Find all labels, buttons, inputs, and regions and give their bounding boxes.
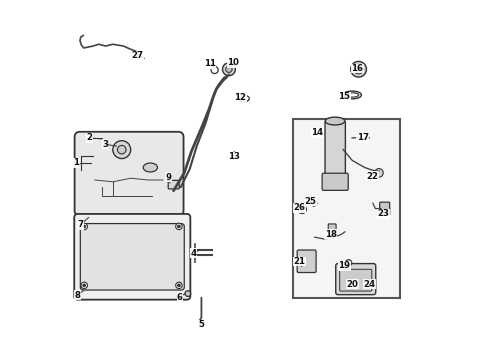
- Circle shape: [81, 223, 88, 230]
- Ellipse shape: [346, 93, 359, 97]
- FancyBboxPatch shape: [322, 173, 348, 190]
- Text: 2: 2: [87, 133, 93, 142]
- Text: 5: 5: [198, 320, 204, 329]
- FancyBboxPatch shape: [74, 132, 184, 216]
- Text: 1: 1: [74, 158, 79, 167]
- Circle shape: [83, 284, 86, 287]
- Text: 10: 10: [227, 58, 239, 67]
- Circle shape: [368, 280, 374, 286]
- Circle shape: [83, 225, 86, 228]
- Circle shape: [311, 201, 317, 206]
- FancyBboxPatch shape: [74, 214, 190, 300]
- Text: 19: 19: [338, 261, 350, 270]
- Circle shape: [350, 136, 354, 140]
- Text: 20: 20: [346, 280, 358, 289]
- Text: 27: 27: [132, 51, 144, 60]
- Bar: [293, 119, 400, 298]
- FancyBboxPatch shape: [380, 202, 390, 215]
- Circle shape: [81, 282, 88, 289]
- Circle shape: [176, 223, 182, 230]
- Circle shape: [222, 63, 235, 76]
- FancyBboxPatch shape: [297, 250, 316, 273]
- Text: 7: 7: [77, 220, 84, 229]
- Circle shape: [345, 260, 352, 266]
- Circle shape: [354, 64, 363, 74]
- Circle shape: [351, 62, 367, 77]
- Circle shape: [298, 205, 306, 213]
- Circle shape: [300, 207, 304, 211]
- Circle shape: [176, 282, 182, 289]
- Text: 14: 14: [312, 129, 323, 138]
- Text: 15: 15: [339, 92, 350, 101]
- Text: 21: 21: [294, 257, 306, 266]
- Text: 24: 24: [363, 280, 375, 289]
- Text: 12: 12: [234, 93, 246, 102]
- Circle shape: [113, 141, 131, 158]
- FancyBboxPatch shape: [325, 121, 345, 182]
- Circle shape: [118, 145, 126, 154]
- Text: 13: 13: [227, 152, 240, 161]
- Text: 16: 16: [351, 64, 364, 73]
- Text: 25: 25: [304, 197, 317, 206]
- Text: 22: 22: [366, 172, 378, 181]
- Text: 11: 11: [204, 59, 216, 68]
- Circle shape: [375, 168, 383, 177]
- Circle shape: [185, 291, 191, 296]
- Circle shape: [226, 66, 232, 72]
- Text: 18: 18: [325, 230, 337, 239]
- FancyBboxPatch shape: [340, 269, 372, 291]
- Text: 17: 17: [357, 133, 369, 142]
- Ellipse shape: [325, 117, 345, 125]
- Text: 3: 3: [102, 140, 108, 149]
- FancyBboxPatch shape: [328, 224, 336, 236]
- Text: 23: 23: [377, 210, 389, 219]
- Circle shape: [177, 225, 180, 228]
- FancyBboxPatch shape: [80, 224, 184, 290]
- Text: 9: 9: [165, 173, 171, 182]
- FancyBboxPatch shape: [168, 180, 179, 189]
- FancyBboxPatch shape: [336, 264, 376, 295]
- Text: 26: 26: [294, 203, 305, 212]
- Ellipse shape: [343, 91, 362, 99]
- Ellipse shape: [143, 163, 157, 172]
- Text: 6: 6: [177, 293, 183, 302]
- Text: 4: 4: [190, 249, 196, 258]
- Circle shape: [177, 284, 180, 287]
- Text: 8: 8: [74, 291, 80, 300]
